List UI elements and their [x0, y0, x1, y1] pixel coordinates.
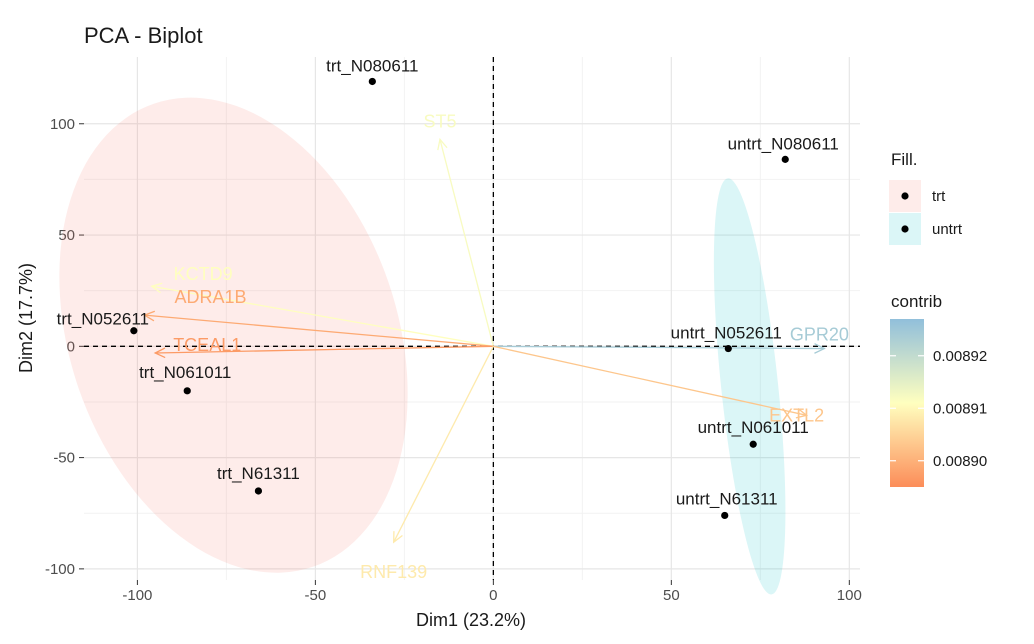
variable-label-tceal1: TCEAL1 [173, 335, 241, 355]
variable-arrow-kctd9 [151, 285, 494, 347]
point-label-trt_N052611: trt_N052611 [57, 310, 149, 329]
fill-legend-label-untrt: untrt [932, 221, 963, 238]
x-axis-title: Dim1 (23.2%) [416, 610, 526, 630]
trt-confidence-ellipse [59, 97, 408, 573]
point-untrt_N052611 [724, 344, 732, 353]
point-untrt_N061011 [749, 440, 757, 448]
fill-legend-dot-trt [901, 192, 909, 200]
contrib-legend-title: contrib [891, 292, 942, 311]
x-tick-label: -50 [305, 587, 327, 604]
point-trt_N080611 [368, 77, 376, 86]
variable-arrow-tceal1 [155, 345, 494, 354]
contrib-colorbar [890, 319, 924, 487]
point-trt_N61311 [254, 487, 263, 495]
contrib-legend-label: 0.00890 [933, 453, 987, 470]
legend: Fill. contrib trt untrt 0.00892 0.00891 0.00… [889, 150, 987, 487]
point-trt_N052611 [130, 327, 138, 335]
fill-legend-title: Fill. [891, 150, 917, 169]
point-trt_N061011 [183, 387, 191, 395]
y-tick-label: -100 [45, 561, 75, 578]
variable-arrowhead-tceal1 [153, 347, 166, 359]
variable-arrowhead-st5 [437, 137, 448, 151]
point-label-untrt_N61311: untrt_N61311 [676, 489, 778, 508]
variable-arrow-adra1b [144, 314, 494, 347]
point-label-trt_N061011: trt_N061011 [139, 363, 231, 382]
x-tick-label: 50 [663, 587, 680, 604]
contrib-legend-label: 0.00892 [933, 348, 987, 365]
y-axis-title: Dim2 (17.7%) [16, 263, 36, 373]
variable-arrow-gpr20 [493, 345, 825, 350]
untrt-confidence-ellipse [713, 178, 786, 595]
variable-label-kctd9: KCTD9 [174, 264, 233, 284]
plot-panel: -100 -50 0 50 100 -100 -50 0 50 100 ST5 KCTD9 ADRA1B… [45, 56, 862, 604]
variable-arrowhead-kctd9 [150, 282, 163, 294]
variable-label-rnf139: RNF139 [360, 562, 427, 582]
variable-arrow-extl2 [493, 345, 807, 416]
contrib-legend-label: 0.00891 [933, 400, 987, 417]
point-label-trt_N61311: trt_N61311 [217, 464, 300, 483]
x-tick-label: 0 [489, 587, 497, 604]
fill-legend-label-trt: trt [932, 188, 946, 205]
point-label-untrt_N080611: untrt_N080611 [728, 134, 839, 153]
y-tick-label: 100 [50, 116, 75, 133]
variable-arrowhead-rnf139 [393, 531, 403, 544]
y-tick-label: 0 [67, 338, 75, 355]
variable-arrowhead-gpr20 [814, 343, 826, 354]
y-tick-label: 50 [58, 227, 75, 244]
variable-label-extl2: EXTL2 [769, 405, 824, 425]
variable-arrowhead-extl2 [795, 407, 809, 419]
variable-label-gpr20: GPR20 [790, 325, 849, 345]
variable-arrowhead-adra1b [143, 310, 156, 322]
point-label-untrt_N052611: untrt_N052611 [671, 324, 782, 343]
y-tick-label: -50 [53, 450, 75, 467]
variable-label-st5: ST5 [423, 111, 456, 131]
x-tick-label: -100 [122, 587, 152, 604]
point-untrt_N61311 [721, 511, 729, 520]
point-label-untrt_N061011: untrt_N061011 [698, 418, 809, 437]
point-untrt_N080611 [781, 155, 789, 163]
variable-arrow-rnf139 [393, 346, 494, 543]
fill-legend-dot-untrt [901, 225, 909, 233]
variable-arrow-st5 [439, 139, 494, 347]
variable-label-adra1b: ADRA1B [175, 287, 247, 307]
point-label-trt_N080611: trt_N080611 [326, 56, 418, 75]
x-tick-label: 100 [837, 587, 862, 604]
chart-title: PCA - Biplot [84, 23, 203, 48]
